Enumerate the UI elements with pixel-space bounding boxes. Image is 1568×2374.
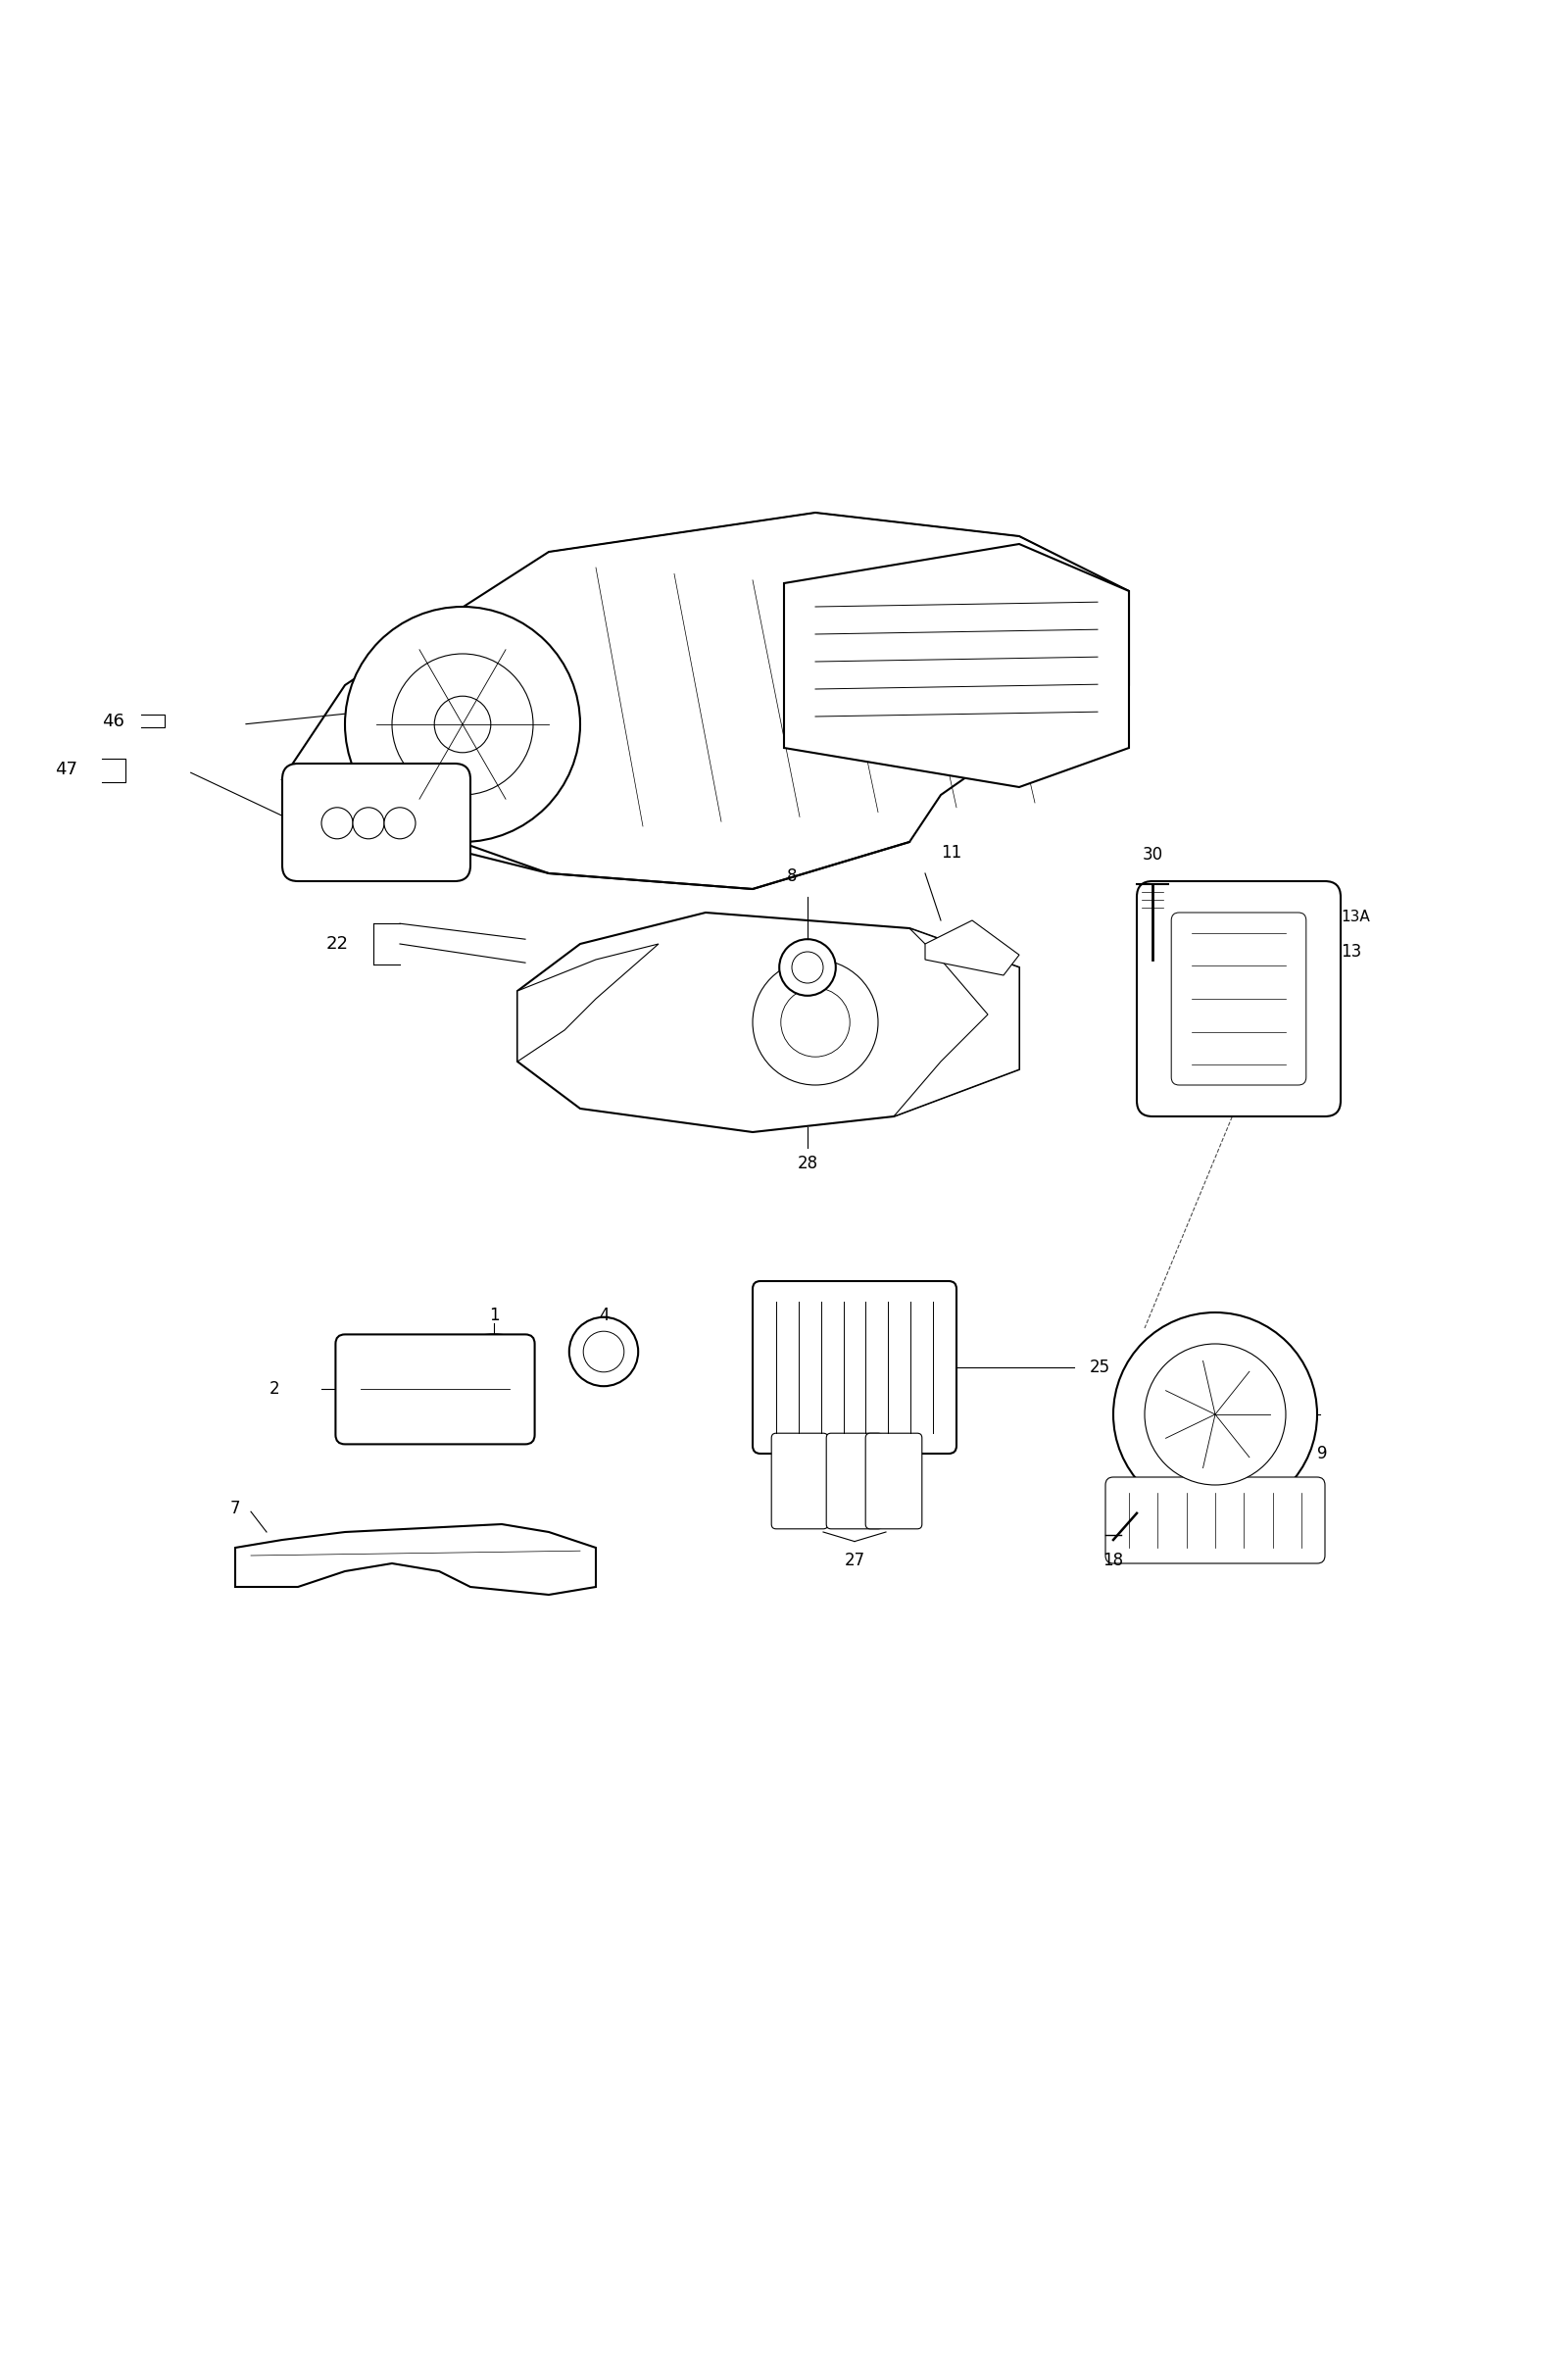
- Polygon shape: [235, 1524, 596, 1595]
- Text: 47: 47: [55, 762, 77, 779]
- FancyBboxPatch shape: [282, 764, 470, 881]
- Polygon shape: [517, 945, 659, 1061]
- Ellipse shape: [458, 1334, 530, 1370]
- Circle shape: [1113, 1313, 1317, 1517]
- Text: 13A: 13A: [1341, 909, 1370, 923]
- Text: 13: 13: [1341, 942, 1361, 961]
- Text: 11: 11: [941, 845, 963, 862]
- Circle shape: [384, 807, 416, 838]
- FancyBboxPatch shape: [1171, 912, 1306, 1085]
- Text: 22: 22: [326, 935, 348, 952]
- Circle shape: [569, 1318, 638, 1386]
- Text: 27: 27: [844, 1553, 866, 1569]
- Circle shape: [792, 952, 823, 983]
- Text: 4: 4: [599, 1306, 608, 1325]
- Polygon shape: [925, 921, 1019, 976]
- Text: 25: 25: [1090, 1358, 1110, 1377]
- Text: 1: 1: [489, 1306, 499, 1325]
- Polygon shape: [517, 912, 1019, 1132]
- Text: 8: 8: [787, 867, 797, 886]
- Circle shape: [583, 1332, 624, 1372]
- Circle shape: [753, 959, 878, 1085]
- Text: 9: 9: [1317, 1446, 1328, 1462]
- FancyBboxPatch shape: [336, 1334, 535, 1443]
- Circle shape: [779, 940, 836, 995]
- FancyBboxPatch shape: [1105, 1477, 1325, 1564]
- FancyBboxPatch shape: [753, 1282, 956, 1453]
- Circle shape: [345, 608, 580, 843]
- Circle shape: [392, 653, 533, 795]
- Text: 28: 28: [797, 1154, 818, 1173]
- Circle shape: [434, 696, 491, 753]
- Circle shape: [321, 807, 353, 838]
- Polygon shape: [282, 513, 1129, 888]
- Text: 30: 30: [1142, 845, 1163, 864]
- FancyBboxPatch shape: [771, 1434, 828, 1529]
- FancyBboxPatch shape: [866, 1434, 922, 1529]
- FancyBboxPatch shape: [1137, 881, 1341, 1116]
- FancyBboxPatch shape: [826, 1434, 883, 1529]
- Circle shape: [1145, 1344, 1286, 1486]
- Polygon shape: [894, 928, 1019, 1116]
- Text: 18: 18: [1102, 1553, 1124, 1569]
- Circle shape: [781, 988, 850, 1056]
- Text: 2: 2: [270, 1382, 279, 1398]
- Text: 7: 7: [230, 1500, 240, 1517]
- Text: 46: 46: [102, 712, 124, 731]
- Polygon shape: [784, 544, 1129, 788]
- Circle shape: [353, 807, 384, 838]
